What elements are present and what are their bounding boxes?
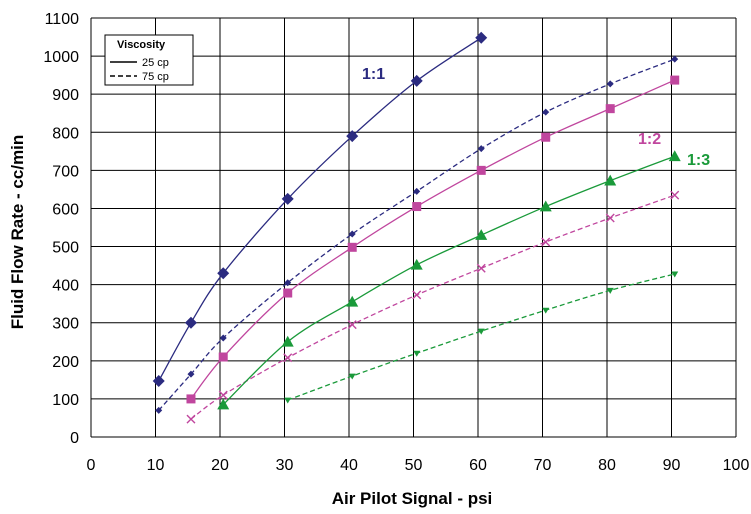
data-point <box>219 334 227 342</box>
ratio-label-1-3: 1:3 <box>687 152 710 169</box>
data-point <box>283 288 293 298</box>
data-point <box>186 394 196 404</box>
legend-entry-75cp: 75 cp <box>142 71 169 83</box>
data-point <box>184 316 197 329</box>
data-point <box>347 242 357 252</box>
x-tick-label: 50 <box>405 457 423 474</box>
data-point <box>541 237 551 247</box>
data-point <box>152 375 165 388</box>
data-point <box>670 190 680 200</box>
y-tick-label: 500 <box>52 240 79 257</box>
data-point <box>281 335 294 347</box>
data-point <box>542 307 550 314</box>
data-point <box>606 80 614 88</box>
x-tick-label: 10 <box>147 457 165 474</box>
data-point <box>606 287 614 294</box>
x-tick-label: 40 <box>340 457 358 474</box>
series-1-3-25cp <box>217 150 681 410</box>
data-point <box>477 328 485 335</box>
data-point <box>410 74 423 87</box>
data-point <box>347 320 357 330</box>
data-point <box>670 75 680 85</box>
data-point <box>541 132 551 142</box>
data-point <box>410 258 423 270</box>
data-point <box>476 165 486 175</box>
data-point <box>348 373 356 380</box>
data-point <box>671 55 679 63</box>
data-point <box>284 397 292 404</box>
data-point <box>477 145 485 153</box>
data-point <box>217 267 230 280</box>
series-1-2-25cp <box>186 75 680 404</box>
data-point <box>186 414 196 424</box>
data-point <box>413 187 421 195</box>
data-point <box>346 295 359 307</box>
data-point <box>283 353 293 363</box>
data-point <box>475 229 488 240</box>
series-1-3-75cp <box>284 271 679 404</box>
grid <box>90 17 737 438</box>
data-point <box>217 398 230 410</box>
data-point <box>348 230 356 238</box>
ratio-label-1-2: 1:2 <box>638 131 661 148</box>
x-tick-label: 60 <box>469 457 487 474</box>
y-tick-label: 100 <box>52 392 79 409</box>
data-point <box>605 104 615 114</box>
y-tick-label: 1100 <box>45 11 80 28</box>
y-axis-title: Fluid Flow Rate - cc/min <box>8 135 27 330</box>
data-point <box>346 130 359 143</box>
x-tick-label: 20 <box>211 457 229 474</box>
tick-labels: 0 10 20 30 40 50 60 70 80 90 100010020030040050060… <box>43 11 749 474</box>
data-point <box>605 213 615 223</box>
series-line <box>158 58 675 411</box>
data-point <box>412 290 422 300</box>
y-tick-label: 600 <box>52 201 79 218</box>
legend: Viscosity 25 cp 75 cp <box>104 34 194 86</box>
data-point <box>671 271 679 278</box>
data-point <box>476 263 486 273</box>
y-tick-label: 700 <box>52 163 79 180</box>
data-point <box>539 200 552 212</box>
x-tick-label: 70 <box>534 457 552 474</box>
data-point <box>542 108 550 116</box>
data-point <box>187 370 195 378</box>
y-tick-label: 400 <box>52 278 79 295</box>
y-tick-label: 900 <box>52 87 79 104</box>
x-axis-title: Air Pilot Signal - psi <box>332 489 493 508</box>
y-tick-label: 0 <box>70 430 79 447</box>
data-point <box>413 350 421 357</box>
y-tick-label: 1000 <box>43 49 79 66</box>
x-tick-label: 80 <box>598 457 616 474</box>
data-point <box>668 150 681 162</box>
y-tick-label: 300 <box>52 316 79 333</box>
legend-title: Viscosity <box>117 39 166 51</box>
series-1-1-25cp <box>152 31 488 388</box>
data-point <box>475 31 488 44</box>
data-point <box>412 202 422 212</box>
data-point <box>604 174 617 186</box>
x-tick-label: 30 <box>276 457 294 474</box>
y-tick-label: 200 <box>52 354 79 371</box>
data-point <box>284 279 292 287</box>
x-tick-label: 90 <box>663 457 681 474</box>
ratio-label-1-1: 1:1 <box>362 66 385 83</box>
x-tick-label: 100 <box>723 457 750 474</box>
legend-entry-25cp: 25 cp <box>142 57 169 69</box>
data-point <box>218 352 228 362</box>
series-1-1-75cp <box>155 55 679 414</box>
series-layer <box>152 31 681 424</box>
data-point <box>218 390 228 400</box>
y-tick-label: 800 <box>52 125 79 142</box>
data-point <box>155 406 163 414</box>
x-tick-label: 0 <box>87 457 96 474</box>
data-point <box>281 192 294 205</box>
